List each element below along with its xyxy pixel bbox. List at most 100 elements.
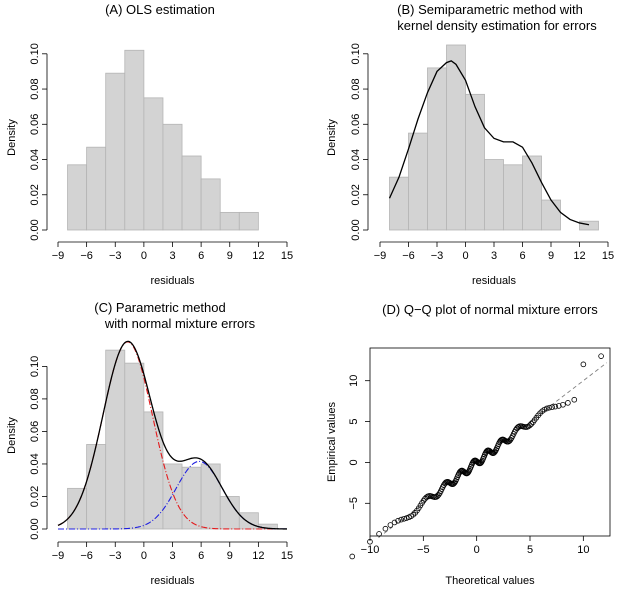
qq-point <box>552 403 559 410</box>
x-tick-label: 3 <box>491 250 497 262</box>
histogram-bar <box>503 164 523 231</box>
x-tick-label: −3 <box>109 550 122 562</box>
histogram-bar <box>238 211 259 231</box>
y-axis: 0.00 0.02 0.04 0.06 0.08 0.10 <box>29 43 48 241</box>
qq-point <box>401 515 407 522</box>
qq-point <box>546 404 553 411</box>
qq-point <box>387 522 394 528</box>
histogram-bar <box>579 220 599 231</box>
qq-point <box>549 404 555 410</box>
panel-title: (C) Parametric method <box>94 300 225 315</box>
x-tick-label: 0 <box>141 250 147 262</box>
x-tick-label: 5 <box>527 544 533 556</box>
y-tick-label: 0.08 <box>350 78 362 99</box>
histogram-bar <box>86 444 107 530</box>
qq-point <box>565 400 571 406</box>
x-tick-label: 3 <box>169 250 175 262</box>
y-tick-label: 0.00 <box>350 219 362 240</box>
histogram-bar <box>427 67 447 231</box>
histogram-bars <box>67 349 278 530</box>
x-tick-label: 12 <box>252 250 264 262</box>
qq-point <box>560 401 566 408</box>
histogram-bar <box>143 411 164 530</box>
plot-frame <box>369 347 611 537</box>
histogram-bar <box>162 123 183 231</box>
histogram-bar <box>408 132 428 231</box>
histogram-bar <box>67 164 88 231</box>
kde-curve <box>388 60 590 226</box>
qq-point <box>395 517 401 524</box>
x-axis-label: residuals <box>472 275 517 287</box>
y-tick-label: −5 <box>348 497 360 510</box>
histogram-bar <box>124 49 145 231</box>
mixture-total-curve <box>57 340 288 530</box>
panel-subtitle: kernel density estimation for errors <box>397 18 597 33</box>
x-tick-label: 10 <box>577 544 589 556</box>
x-tick-label: 0 <box>462 250 468 262</box>
x-axis-label: residuals <box>150 275 195 287</box>
y-axis: 0.00 0.02 0.04 0.06 0.08 0.10 <box>350 43 369 241</box>
x-tick-label: −5 <box>417 544 430 556</box>
y-tick-label: 0.00 <box>29 518 41 539</box>
x-tick-label: 0 <box>474 544 480 556</box>
histogram-bar <box>522 155 542 231</box>
histogram-bar <box>200 178 221 231</box>
x-tick-label: 12 <box>252 550 264 562</box>
x-tick-label: 6 <box>198 250 204 262</box>
panel-a: (A) OLS estimation −9 −6 −3 0 3 6 9 12 15 residual… <box>6 2 293 287</box>
histogram-bar <box>162 463 183 530</box>
histogram-bar <box>105 349 126 530</box>
x-tick-label: 0 <box>141 550 147 562</box>
x-tick-label: 15 <box>602 250 614 262</box>
x-tick-label: −6 <box>402 250 415 262</box>
x-tick-label: 6 <box>198 550 204 562</box>
qq-points <box>349 353 604 560</box>
y-axis-label: Density <box>6 417 18 454</box>
y-tick-label: 0.00 <box>29 219 41 240</box>
x-tick-label: 9 <box>227 250 233 262</box>
qq-point <box>528 421 535 427</box>
qq-point <box>349 553 356 560</box>
y-tick-label: 0 <box>348 459 360 465</box>
histogram-bar <box>219 211 240 231</box>
y-tick-label: 0.02 <box>29 486 41 507</box>
y-tick-label: 0.06 <box>29 114 41 135</box>
x-tick-label: 6 <box>519 250 525 262</box>
histogram-bar <box>181 466 202 530</box>
histogram-bar <box>105 72 126 231</box>
histogram-bar <box>67 487 88 530</box>
y-tick-label: 0.08 <box>29 388 41 409</box>
y-tick-label: 0.10 <box>29 43 41 64</box>
y-tick-label: 0.04 <box>29 453 41 474</box>
histogram-bars <box>389 44 599 231</box>
histogram-bar <box>541 199 561 231</box>
x-tick-label: −6 <box>80 550 93 562</box>
y-tick-label: 10 <box>348 375 360 387</box>
qq-point <box>398 516 405 523</box>
qq-point <box>403 515 410 521</box>
y-axis: −5 0 5 10 <box>348 375 370 510</box>
x-axis-label: residuals <box>150 575 195 587</box>
histogram-bar <box>143 97 164 231</box>
qq-point <box>571 396 578 403</box>
panel-title: (B) Semiparametric method with <box>397 2 583 17</box>
y-axis: 0.00 0.02 0.04 0.06 0.08 0.10 <box>29 356 48 540</box>
x-tick-label: 15 <box>281 250 293 262</box>
histogram-bar <box>181 155 202 231</box>
qq-point <box>423 494 430 501</box>
histogram-bar <box>200 463 221 530</box>
qq-point <box>410 511 417 518</box>
qq-point <box>527 422 533 429</box>
histogram-bar <box>124 362 145 530</box>
y-axis-label: Density <box>326 119 338 156</box>
y-tick-label: 0.02 <box>350 184 362 205</box>
x-tick-label: −9 <box>52 550 65 562</box>
panel-title: (D) Q−Q plot of normal mixture errors <box>382 302 598 317</box>
x-axis: −10 −5 0 5 10 <box>361 536 589 556</box>
y-tick-label: 5 <box>348 419 360 425</box>
qq-point <box>382 525 389 532</box>
y-axis-label: Density <box>6 119 18 156</box>
